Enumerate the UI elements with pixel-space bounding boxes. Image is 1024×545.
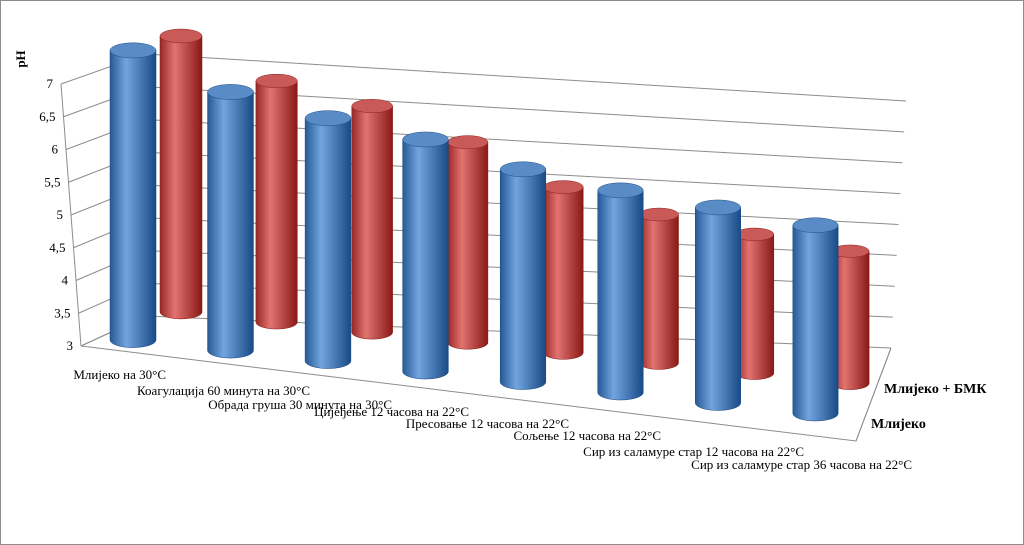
y-tick-labels: 7 6,5 6 5,5 5 4,5 4 3,5 3 [39,76,73,353]
cylinders [109,28,870,422]
bar-mlijeko [792,217,839,422]
bar-mlijeko-bmk [159,28,203,320]
y-tick-label: 7 [47,76,54,91]
y-tick-label: 5 [57,207,64,222]
bar-mlijeko [109,42,157,348]
y-tick-label: 5,5 [44,174,60,189]
y-tick-label: 6,5 [39,109,55,124]
bar-mlijeko-bmk [735,227,775,380]
y-tick-label: 3,5 [54,305,70,320]
bar-mlijeko-bmk [255,73,298,330]
category-label: Сир из саламуре стар 12 часова на 22°C [583,444,804,459]
y-axis-label: pH [13,50,28,67]
category-label: Сир из саламуре стар 36 часова на 22°C [691,457,912,472]
y-tick-label: 4,5 [49,240,65,255]
category-label: Сољење 12 часова на 22°C [514,428,661,443]
y-tick-label: 4 [62,273,69,288]
bar-mlijeko [304,110,352,369]
y-tick-label: 3 [67,338,74,353]
series-label: Млијеко [871,417,926,432]
category-label: Млијеко на 30°C [73,367,166,382]
series-label: Млијеко + БМК [884,382,987,397]
bar-mlijeko-bmk [639,207,679,370]
bar-mlijeko [207,84,254,359]
bar-mlijeko [499,161,547,390]
category-label: Цијеђење 12 часова на 22°C [314,404,469,419]
bar-mlijeko-bmk [447,135,489,350]
bar-mlijeko-bmk [351,99,393,340]
category-label: Обрада груша 30 минута на 30°C [208,397,392,412]
bar-mlijeko [402,131,449,380]
category-label: Пресовање 12 часова на 22°C [406,416,569,431]
bar-mlijeko-bmk [543,180,584,360]
category-label: Коагулација 60 минута на 30°C [137,383,310,398]
y-tick-label: 6 [52,142,59,157]
bar-mlijeko [695,199,741,411]
series-labels: Млијеко Млијеко + БМК [855,347,987,442]
bar-mlijeko [597,182,644,401]
